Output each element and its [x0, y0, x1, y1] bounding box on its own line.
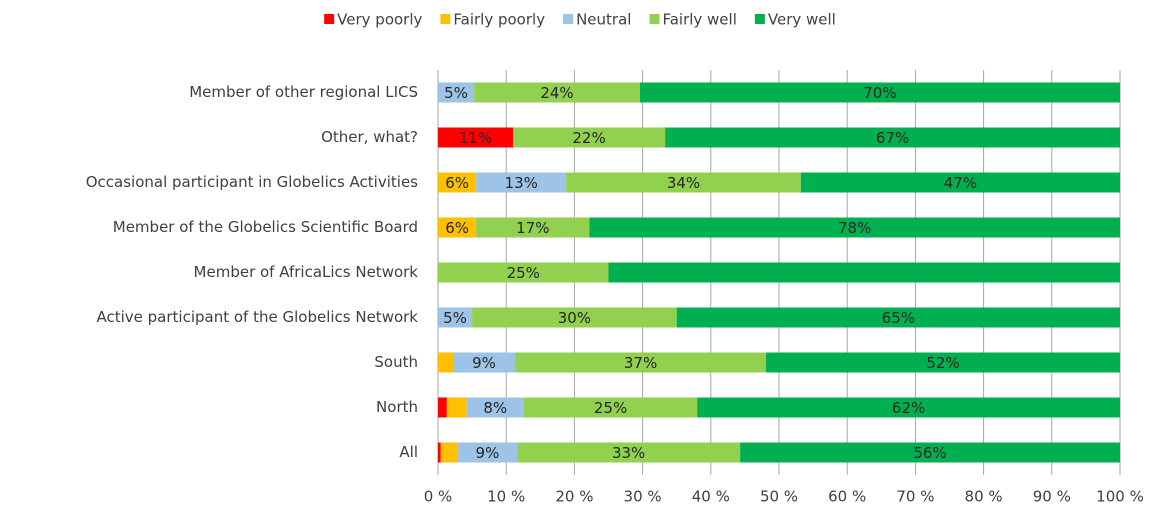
data-label: 34%	[667, 174, 700, 192]
data-label: 9%	[476, 444, 500, 462]
y-tick-label: Member of AfricaLics Network	[194, 263, 419, 281]
data-label: 22%	[572, 129, 605, 147]
y-tick-label: Member of the Globelics Scientific Board	[113, 218, 418, 236]
bar-segment	[517, 442, 741, 463]
x-tick-label: 20 %	[555, 488, 593, 506]
data-label: 6%	[445, 219, 469, 237]
bar-segment	[457, 442, 518, 463]
bar-segment	[438, 217, 477, 238]
data-label: 65%	[882, 309, 915, 327]
legend-label: Fairly well	[662, 11, 736, 29]
bar-segment	[665, 127, 1120, 148]
x-tick-label: 40 %	[692, 488, 730, 506]
data-label: 25%	[507, 264, 540, 282]
y-tick-label: All	[399, 443, 418, 461]
y-tick-label: North	[376, 398, 418, 416]
y-tick-label: Other, what?	[321, 128, 418, 146]
bar-segment	[676, 307, 1120, 328]
bar-segment	[608, 262, 1120, 283]
legend-swatch	[440, 14, 451, 24]
data-label: 52%	[926, 354, 959, 372]
x-tick-label: 10 %	[487, 488, 525, 506]
data-label: 6%	[445, 174, 469, 192]
x-tick-label: 30 %	[624, 488, 662, 506]
bar-segment	[766, 352, 1120, 373]
bar-segment	[740, 442, 1120, 463]
data-label: 30%	[558, 309, 591, 327]
data-label: 17%	[516, 219, 549, 237]
bar-segment	[523, 397, 698, 418]
bar-segment	[438, 172, 477, 193]
y-tick-label: South	[374, 353, 418, 371]
x-tick-label: 100 %	[1096, 488, 1144, 506]
legend-label: Very poorly	[337, 11, 422, 29]
bar-segment	[438, 442, 441, 463]
legend-swatch	[754, 14, 765, 24]
x-tick-label: 50 %	[760, 488, 798, 506]
bar-segment	[639, 82, 1120, 103]
bar-segment	[476, 217, 590, 238]
legend-label: Fairly poorly	[453, 11, 545, 29]
y-tick-label: Occasional participant in Globelics Acti…	[86, 173, 418, 191]
bar-segment	[440, 442, 458, 463]
data-label: 62%	[892, 399, 925, 417]
bar-segment	[513, 127, 666, 148]
bar-segment	[589, 217, 1120, 238]
data-label: 9%	[472, 354, 496, 372]
data-label: 67%	[876, 129, 909, 147]
data-label: 33%	[612, 444, 645, 462]
x-tick-label: 60 %	[828, 488, 866, 506]
data-label: 78%	[838, 219, 871, 237]
x-tick-label: 90 %	[1033, 488, 1071, 506]
bar-segment	[438, 82, 475, 103]
bar-segment	[472, 307, 677, 328]
bar-segment	[453, 352, 516, 373]
bar-segment	[438, 352, 454, 373]
data-label: 5%	[444, 84, 468, 102]
bar-segment	[438, 262, 609, 283]
data-label: 5%	[443, 309, 467, 327]
legend-label: Very well	[768, 11, 836, 29]
bar-segment	[438, 127, 514, 148]
y-tick-label: Active participant of the Globelics Netw…	[96, 308, 418, 326]
x-tick-label: 80 %	[965, 488, 1003, 506]
data-label: 8%	[483, 399, 507, 417]
data-label: 37%	[624, 354, 657, 372]
data-label: 11%	[459, 129, 492, 147]
bar-segment	[466, 397, 524, 418]
bar-segment	[697, 397, 1120, 418]
y-tick-label: Member of other regional LICS	[189, 83, 418, 101]
bar-segment	[438, 397, 447, 418]
bar-segment	[446, 397, 467, 418]
bar-segment	[515, 352, 767, 373]
data-label: 47%	[944, 174, 977, 192]
legend-swatch	[324, 14, 335, 24]
data-label: 56%	[913, 444, 946, 462]
data-label: 70%	[863, 84, 896, 102]
bar-segment	[800, 172, 1120, 193]
legend-label: Neutral	[576, 11, 631, 29]
legend-swatch	[649, 14, 660, 24]
data-label: 13%	[505, 174, 538, 192]
bar-segment	[474, 82, 640, 103]
bar-segment	[476, 172, 567, 193]
data-label: 24%	[540, 84, 573, 102]
legend-swatch	[563, 14, 574, 24]
bar-segment	[438, 307, 473, 328]
x-tick-label: 0 %	[424, 488, 453, 506]
bar-segment	[566, 172, 801, 193]
x-tick-label: 70 %	[896, 488, 934, 506]
data-label: 25%	[594, 399, 627, 417]
